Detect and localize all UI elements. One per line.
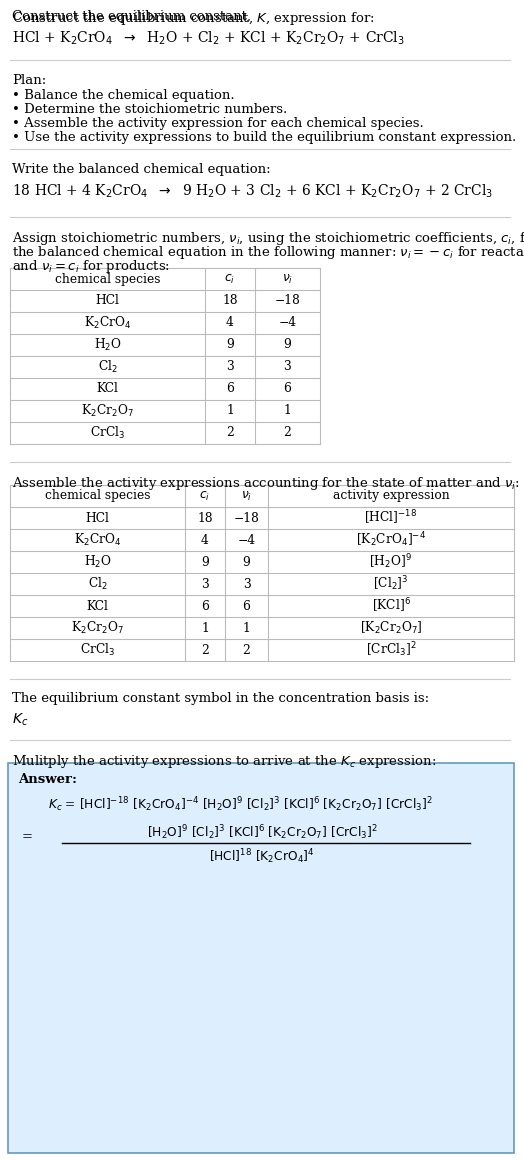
- Text: Mulitply the activity expressions to arrive at the $K_c$ expression:: Mulitply the activity expressions to arr…: [12, 753, 436, 770]
- Text: $[\mathrm{HCl}]^{18}$ $[\mathrm{K_2CrO_4}]^4$: $[\mathrm{HCl}]^{18}$ $[\mathrm{K_2CrO_4…: [209, 848, 315, 866]
- Text: 6: 6: [243, 599, 250, 613]
- Text: [H$_2$O]$^9$: [H$_2$O]$^9$: [369, 553, 412, 571]
- Text: 2: 2: [243, 643, 250, 656]
- Text: =: =: [22, 830, 33, 844]
- Text: 2: 2: [283, 426, 291, 440]
- Text: activity expression: activity expression: [333, 490, 450, 503]
- Text: 9: 9: [201, 555, 209, 569]
- Text: H$_2$O: H$_2$O: [83, 554, 112, 570]
- Text: K$_2$CrO$_4$: K$_2$CrO$_4$: [74, 532, 121, 548]
- Text: 9: 9: [283, 339, 291, 352]
- Text: 3: 3: [243, 577, 250, 591]
- Text: 4: 4: [201, 534, 209, 547]
- Text: [CrCl$_3$]$^2$: [CrCl$_3$]$^2$: [366, 641, 416, 659]
- Text: HCl + K$_2$CrO$_4$  $\rightarrow$  H$_2$O + Cl$_2$ + KCl + K$_2$Cr$_2$O$_7$ + Cr: HCl + K$_2$CrO$_4$ $\rightarrow$ H$_2$O …: [12, 30, 405, 48]
- Text: K$_2$CrO$_4$: K$_2$CrO$_4$: [84, 315, 131, 331]
- Text: 6: 6: [226, 382, 234, 396]
- Text: • Use the activity expressions to build the equilibrium constant expression.: • Use the activity expressions to build …: [12, 131, 516, 144]
- Text: 18: 18: [197, 512, 213, 525]
- Text: Cl$_2$: Cl$_2$: [88, 576, 107, 592]
- Text: CrCl$_3$: CrCl$_3$: [80, 642, 115, 658]
- Text: chemical species: chemical species: [45, 490, 150, 503]
- Text: 9: 9: [243, 555, 250, 569]
- FancyBboxPatch shape: [8, 763, 514, 1153]
- Text: 3: 3: [201, 577, 209, 591]
- Text: [K$_2$Cr$_2$O$_7$]: [K$_2$Cr$_2$O$_7$]: [359, 620, 422, 636]
- Text: −4: −4: [237, 534, 256, 547]
- Text: and $\nu_i = c_i$ for products:: and $\nu_i = c_i$ for products:: [12, 258, 170, 275]
- Text: $c_i$: $c_i$: [224, 273, 235, 286]
- Text: 1: 1: [243, 621, 250, 635]
- Text: 1: 1: [283, 404, 291, 418]
- Text: $c_i$: $c_i$: [200, 490, 211, 503]
- Text: 6: 6: [201, 599, 209, 613]
- Text: Assemble the activity expressions accounting for the state of matter and $\nu_i$: Assemble the activity expressions accoun…: [12, 475, 520, 492]
- Text: The equilibrium constant symbol in the concentration basis is:: The equilibrium constant symbol in the c…: [12, 692, 429, 705]
- Text: −18: −18: [234, 512, 259, 525]
- Text: 18 HCl + 4 K$_2$CrO$_4$  $\rightarrow$  9 H$_2$O + 3 Cl$_2$ + 6 KCl + K$_2$Cr$_2: 18 HCl + 4 K$_2$CrO$_4$ $\rightarrow$ 9 …: [12, 183, 493, 201]
- Text: Construct the equilibrium constant,: Construct the equilibrium constant,: [12, 10, 255, 23]
- Text: Construct the equilibrium constant, $K$, expression for:: Construct the equilibrium constant, $K$,…: [12, 10, 375, 27]
- Text: K$_2$Cr$_2$O$_7$: K$_2$Cr$_2$O$_7$: [81, 403, 134, 419]
- Text: $[\mathrm{H_2O}]^9$ $[\mathrm{Cl_2}]^3$ $[\mathrm{KCl}]^6$ $[\mathrm{K_2Cr_2O_7}: $[\mathrm{H_2O}]^9$ $[\mathrm{Cl_2}]^3$ …: [147, 823, 377, 842]
- Text: 4: 4: [226, 317, 234, 330]
- Text: K$_2$Cr$_2$O$_7$: K$_2$Cr$_2$O$_7$: [71, 620, 124, 636]
- Text: 2: 2: [201, 643, 209, 656]
- Text: chemical species: chemical species: [54, 273, 160, 286]
- Text: 9: 9: [226, 339, 234, 352]
- Text: Cl$_2$: Cl$_2$: [97, 359, 117, 375]
- Text: CrCl$_3$: CrCl$_3$: [90, 425, 125, 441]
- Text: the balanced chemical equation in the following manner: $\nu_i = -c_i$ for react: the balanced chemical equation in the fo…: [12, 244, 524, 261]
- Text: 18: 18: [222, 295, 238, 308]
- Text: $K_c$ = $[\mathrm{HCl}]^{-18}$ $[\mathrm{K_2CrO_4}]^{-4}$ $[\mathrm{H_2O}]^9$ $[: $K_c$ = $[\mathrm{HCl}]^{-18}$ $[\mathrm…: [48, 795, 433, 814]
- Text: 3: 3: [283, 361, 291, 374]
- Text: Answer:: Answer:: [18, 773, 77, 786]
- Text: $\nu_i$: $\nu_i$: [282, 273, 293, 286]
- Text: KCl: KCl: [86, 599, 108, 613]
- Text: Plan:: Plan:: [12, 74, 46, 87]
- Text: • Assemble the activity expression for each chemical species.: • Assemble the activity expression for e…: [12, 117, 424, 130]
- Text: 1: 1: [226, 404, 234, 418]
- Text: [K$_2$CrO$_4$]$^{-4}$: [K$_2$CrO$_4$]$^{-4}$: [356, 531, 426, 549]
- Text: Write the balanced chemical equation:: Write the balanced chemical equation:: [12, 163, 270, 176]
- Text: [KCl]$^6$: [KCl]$^6$: [372, 597, 410, 615]
- Text: [HCl]$^{-18}$: [HCl]$^{-18}$: [364, 509, 418, 527]
- Text: $\nu_i$: $\nu_i$: [241, 490, 252, 503]
- Text: [Cl$_2$]$^3$: [Cl$_2$]$^3$: [373, 575, 409, 593]
- Text: 2: 2: [226, 426, 234, 440]
- Text: Assign stoichiometric numbers, $\nu_i$, using the stoichiometric coefficients, $: Assign stoichiometric numbers, $\nu_i$, …: [12, 230, 524, 247]
- Text: HCl: HCl: [85, 512, 110, 525]
- Text: KCl: KCl: [96, 382, 118, 396]
- Text: • Determine the stoichiometric numbers.: • Determine the stoichiometric numbers.: [12, 103, 287, 116]
- Text: • Balance the chemical equation.: • Balance the chemical equation.: [12, 89, 235, 102]
- Text: H$_2$O: H$_2$O: [94, 337, 122, 353]
- Text: 3: 3: [226, 361, 234, 374]
- Text: 1: 1: [201, 621, 209, 635]
- Text: $K_c$: $K_c$: [12, 712, 28, 728]
- Text: HCl: HCl: [95, 295, 119, 308]
- Text: 6: 6: [283, 382, 291, 396]
- Text: −4: −4: [278, 317, 297, 330]
- Text: −18: −18: [275, 295, 300, 308]
